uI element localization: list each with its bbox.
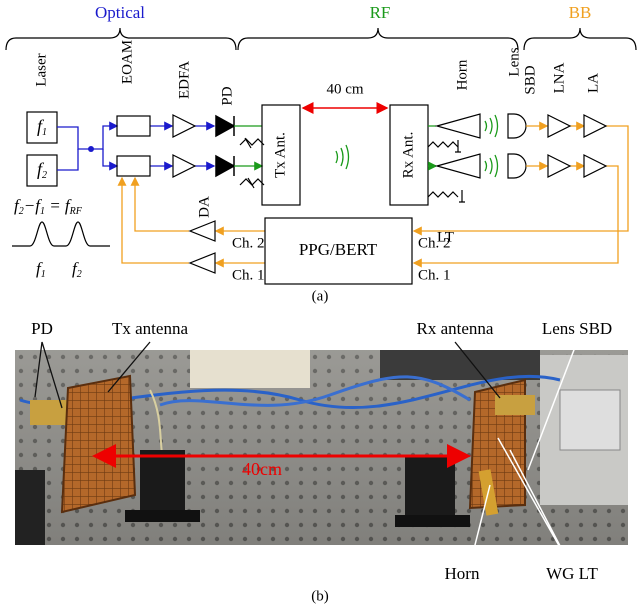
section-header: RF — [370, 3, 391, 22]
driver-amplifier — [190, 221, 215, 273]
la-label: LA — [585, 73, 601, 93]
eoam — [117, 156, 150, 176]
photodiode — [216, 116, 264, 188]
tx-antenna-label: Tx Ant. — [272, 132, 288, 178]
photo-label: WG LT — [546, 564, 598, 583]
section-header: BB — [569, 3, 592, 22]
rx-antenna-label: Rx Ant. — [400, 132, 416, 179]
eoam-label: EOAM — [119, 40, 135, 84]
lens-sbd — [508, 154, 526, 178]
eoam — [117, 116, 150, 136]
spectrum-label: f2 — [72, 259, 82, 280]
ppg-bert-label: PPG/BERT — [299, 240, 378, 259]
formula: f2−f1 = fRF — [14, 196, 83, 217]
caption: (a) — [312, 288, 329, 304]
laser-label: Laser — [33, 53, 49, 86]
channel-label: Ch. 1 — [232, 267, 265, 283]
section-header: Optical — [95, 3, 145, 22]
lens-label: Lens — [506, 47, 522, 76]
wave — [336, 145, 349, 169]
edfa — [173, 115, 195, 137]
photo-distance: 40cm — [242, 459, 282, 479]
amplifier — [548, 115, 606, 177]
photo — [15, 342, 628, 565]
horn — [437, 114, 480, 138]
wave — [485, 115, 498, 177]
pd-label: PD — [219, 86, 235, 105]
lna-label: LNA — [551, 62, 567, 93]
braces — [6, 28, 636, 50]
channel-label: Ch. 1 — [418, 267, 451, 283]
spectrum — [12, 222, 110, 246]
channel-label: Ch. 2 — [232, 235, 265, 251]
da-label: DA — [196, 196, 212, 218]
horn-label: Horn — [454, 59, 470, 90]
edfa-label: EDFA — [176, 61, 192, 99]
laser-frequency: f2 — [37, 159, 47, 181]
laser-frequency: f1 — [37, 116, 47, 138]
photo-label: Rx antenna — [417, 319, 494, 338]
sbd-label: SBD — [522, 65, 538, 94]
coupler — [88, 146, 94, 152]
edfa — [173, 155, 195, 177]
photo-label: Tx antenna — [112, 319, 188, 338]
lens-sbd — [508, 114, 526, 138]
photo-label: Horn — [445, 564, 480, 583]
caption: (b) — [311, 588, 329, 604]
figure: Optical RF BB Laser f1 f2 EOAM EDFA PD T… — [0, 0, 642, 605]
distance-label: 40 cm — [326, 81, 363, 97]
photo-label: PD — [31, 319, 53, 338]
spectrum-label: f1 — [36, 259, 46, 280]
photo-label: Lens SBD — [542, 319, 612, 338]
channel-label: Ch. 2 — [418, 235, 451, 251]
horn — [437, 154, 480, 178]
